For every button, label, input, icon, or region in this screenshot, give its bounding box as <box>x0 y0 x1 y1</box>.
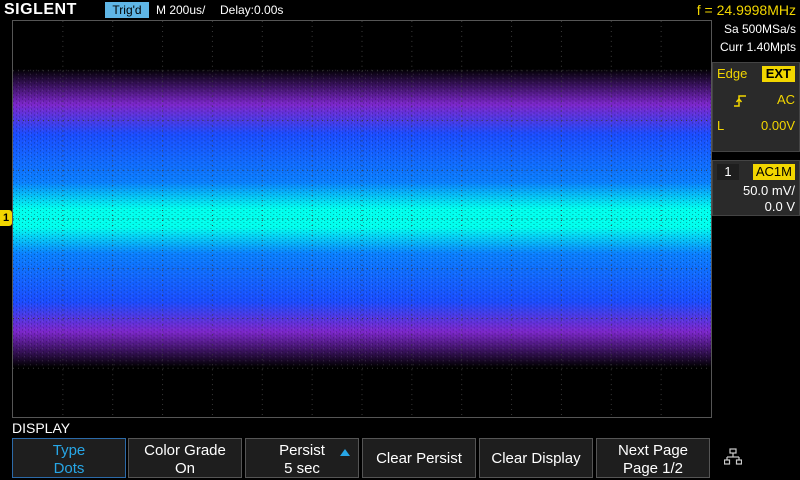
trigger-level-label: L <box>717 118 725 133</box>
channel1-panel[interactable]: 1 AC1M 50.0 mV/ 0.0 V <box>712 160 800 216</box>
softkey-label: Clear Display <box>491 450 581 467</box>
channel-scale: 50.0 mV/ <box>742 183 795 198</box>
trigger-status-badge: Trig'd <box>105 2 149 18</box>
trigger-panel[interactable]: Edge EXT AC L 0.00V <box>712 62 800 152</box>
softkey-bar: Type Dots Color Grade On Persist 5 sec C… <box>12 438 800 480</box>
info-panel: Sa 500MSa/s Curr 1.40Mpts Edge EXT AC L … <box>712 20 800 418</box>
softkey-value: Page 1/2 <box>622 460 684 477</box>
waveform-grid-and-trace <box>13 21 711 417</box>
channel-number: 1 <box>717 164 739 180</box>
channel-coupling: AC1M <box>752 164 795 180</box>
trigger-coupling: AC <box>776 92 795 107</box>
softkey-value: 5 sec <box>284 460 320 477</box>
trigger-type: Edge <box>717 66 748 81</box>
up-arrow-icon <box>340 449 350 456</box>
clear-persist-softkey[interactable]: Clear Persist <box>362 438 476 478</box>
rising-edge-icon <box>734 95 746 107</box>
clear-display-softkey[interactable]: Clear Display <box>479 438 593 478</box>
sample-rate: Sa 500MSa/s <box>723 22 796 36</box>
softkey-label: Type <box>52 442 86 459</box>
status-bar: SIGLENT Trig'd M 200us/ Delay:0.00s f = … <box>0 0 800 20</box>
menu-title: DISPLAY <box>12 420 71 436</box>
waveform-display[interactable] <box>12 20 712 418</box>
persist-softkey[interactable]: Persist 5 sec <box>245 438 359 478</box>
channel-offset: 0.0 V <box>764 199 795 214</box>
softkey-label: Persist <box>279 442 325 459</box>
softkey-label: Color Grade <box>144 442 226 459</box>
softkey-label: Next Page <box>617 442 689 459</box>
trigger-level-value: 0.00V <box>761 118 795 133</box>
delay-readout: Delay:0.00s <box>220 3 284 17</box>
type-softkey[interactable]: Type Dots <box>12 438 126 478</box>
channel1-level-marker[interactable]: 1 <box>0 210 12 226</box>
color-grade-softkey[interactable]: Color Grade On <box>128 438 242 478</box>
next-page-softkey[interactable]: Next Page Page 1/2 <box>596 438 710 478</box>
memory-depth: Curr 1.40Mpts <box>719 40 796 54</box>
frequency-readout: f = 24.9998MHz <box>696 2 796 18</box>
acquisition-info: Sa 500MSa/s Curr 1.40Mpts <box>712 20 800 60</box>
brand-logo: SIGLENT <box>4 1 77 18</box>
softkey-value: On <box>174 460 195 477</box>
timebase-readout: M 200us/ <box>156 3 206 17</box>
trigger-source: EXT <box>761 66 795 82</box>
softkey-value: Dots <box>53 460 85 477</box>
softkey-label: Clear Persist <box>376 450 462 467</box>
network-icon[interactable] <box>724 448 742 466</box>
